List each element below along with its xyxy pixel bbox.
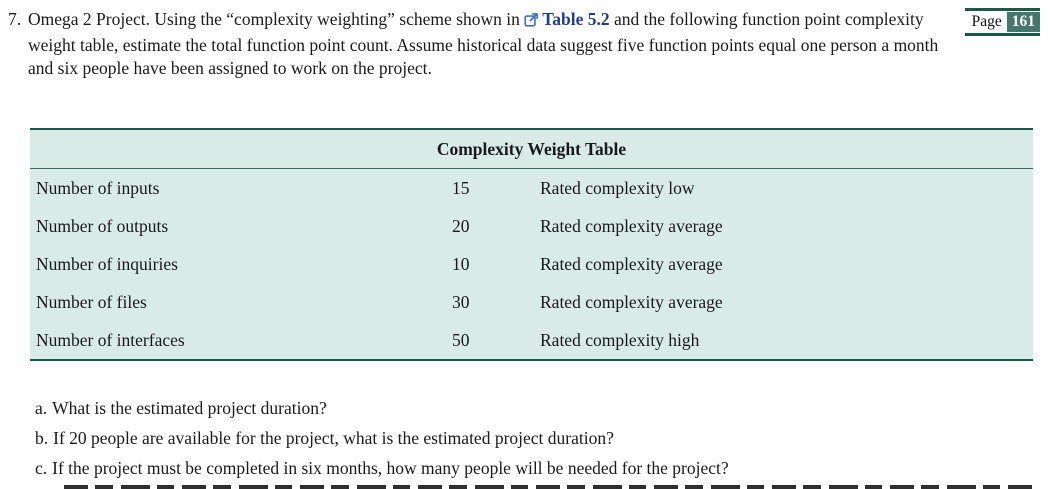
row-value: 30	[452, 291, 470, 312]
row-rating: Rated complexity average	[540, 291, 723, 312]
question-text: If the project must be completed in six …	[52, 458, 729, 478]
question-b: b. If 20 people are available for the pro…	[35, 423, 729, 453]
problem-number: 7.	[8, 9, 22, 29]
question-text: If 20 people are available for the proje…	[53, 428, 614, 448]
page-badge: Page 161	[964, 8, 1040, 36]
problem-text-after-link: and the following function point complex…	[28, 9, 939, 78]
question-text: What is the estimated project duration?	[52, 398, 327, 418]
problem-statement: 7. Omega 2 Project. Using the “complexit…	[8, 8, 946, 81]
question-list: a. What is the estimated project duration…	[35, 393, 729, 483]
row-label: Number of inquiries	[36, 253, 178, 274]
question-label: c.	[35, 458, 48, 478]
row-label: Number of files	[36, 291, 147, 312]
complexity-weight-table: Complexity Weight Table Number of inputs…	[30, 128, 1033, 361]
table-row: Number of inputs 15 Rated complexity low	[30, 169, 1033, 207]
row-value: 20	[452, 215, 470, 236]
row-rating: Rated complexity high	[540, 329, 700, 350]
table-row: Number of files 30 Rated complexity aver…	[30, 283, 1033, 321]
table-row: Number of inquiries 10 Rated complexity …	[30, 245, 1033, 283]
external-link-icon[interactable]	[524, 10, 539, 34]
row-rating: Rated complexity average	[540, 253, 723, 274]
question-c: c. If the project must be completed in si…	[35, 453, 729, 483]
question-label: a.	[35, 398, 48, 418]
problem-text: Omega 2 Project. Using the “complexity w…	[28, 8, 946, 81]
page-badge-label: Page	[971, 13, 1002, 30]
table-row: Number of interfaces 50 Rated complexity…	[30, 321, 1033, 359]
row-label: Number of outputs	[36, 215, 169, 236]
row-value: 10	[452, 253, 470, 274]
row-label: Number of interfaces	[36, 329, 185, 350]
row-rating: Rated complexity average	[540, 215, 723, 236]
row-value: 50	[452, 329, 470, 350]
row-rating: Rated complexity low	[540, 177, 695, 198]
table-row: Number of outputs 20 Rated complexity av…	[30, 207, 1033, 245]
table-title: Complexity Weight Table	[30, 130, 1033, 169]
table-5-2-link-label[interactable]: Table 5.2	[542, 9, 610, 29]
row-label: Number of inputs	[36, 177, 160, 198]
table-5-2-link[interactable]: Table 5.2	[524, 9, 610, 29]
row-value: 15	[452, 177, 470, 198]
page-badge-number: 161	[1006, 12, 1040, 32]
cropped-next-line	[64, 485, 1033, 489]
problem-text-before-link: Omega 2 Project. Using the “complexity w…	[28, 9, 525, 29]
question-label: b.	[35, 428, 49, 448]
question-a: a. What is the estimated project duration…	[35, 393, 729, 423]
